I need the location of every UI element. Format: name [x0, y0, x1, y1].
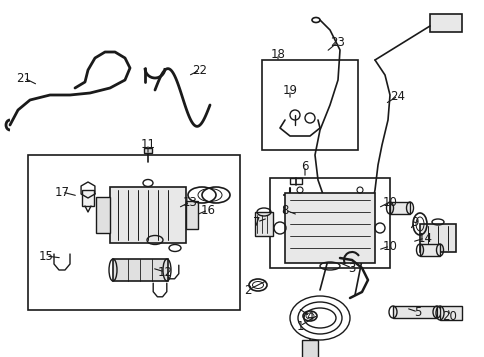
Bar: [289, 178, 302, 184]
Bar: [285, 193, 374, 263]
Bar: [419, 224, 455, 252]
Text: 5: 5: [413, 306, 421, 318]
Bar: [429, 14, 461, 32]
Bar: [82, 190, 94, 206]
Text: 3: 3: [348, 261, 355, 275]
Bar: [419, 244, 439, 256]
Text: 8: 8: [281, 203, 288, 216]
Text: 23: 23: [330, 35, 345, 49]
Text: 10: 10: [382, 240, 396, 252]
Text: 12: 12: [157, 266, 172, 278]
Text: 18: 18: [270, 47, 285, 60]
Text: 20: 20: [441, 310, 456, 322]
Text: 17: 17: [54, 186, 69, 198]
Text: 9: 9: [410, 216, 418, 228]
Bar: [389, 202, 409, 214]
Text: 14: 14: [417, 231, 432, 245]
Bar: [302, 340, 318, 357]
Text: 21: 21: [16, 71, 31, 85]
Bar: [96, 197, 110, 233]
Text: 16: 16: [200, 203, 215, 216]
Bar: [28, 155, 240, 310]
Text: 15: 15: [39, 250, 53, 262]
Bar: [392, 306, 436, 318]
Bar: [439, 306, 461, 320]
Text: 13: 13: [182, 196, 197, 208]
Text: 11: 11: [140, 137, 155, 151]
Text: 10: 10: [382, 196, 396, 208]
Text: 2: 2: [244, 283, 251, 297]
Text: 7: 7: [253, 216, 260, 228]
Text: 1: 1: [296, 320, 303, 332]
Bar: [110, 187, 186, 243]
Text: 22: 22: [192, 64, 207, 76]
Bar: [186, 201, 197, 229]
Bar: [113, 259, 167, 281]
Text: 19: 19: [282, 84, 297, 96]
Bar: [261, 60, 357, 150]
Text: 24: 24: [390, 90, 405, 102]
Text: 4: 4: [305, 310, 313, 322]
Bar: [270, 178, 389, 268]
Bar: [144, 148, 151, 153]
Bar: [255, 212, 272, 236]
Text: 6: 6: [301, 160, 308, 172]
